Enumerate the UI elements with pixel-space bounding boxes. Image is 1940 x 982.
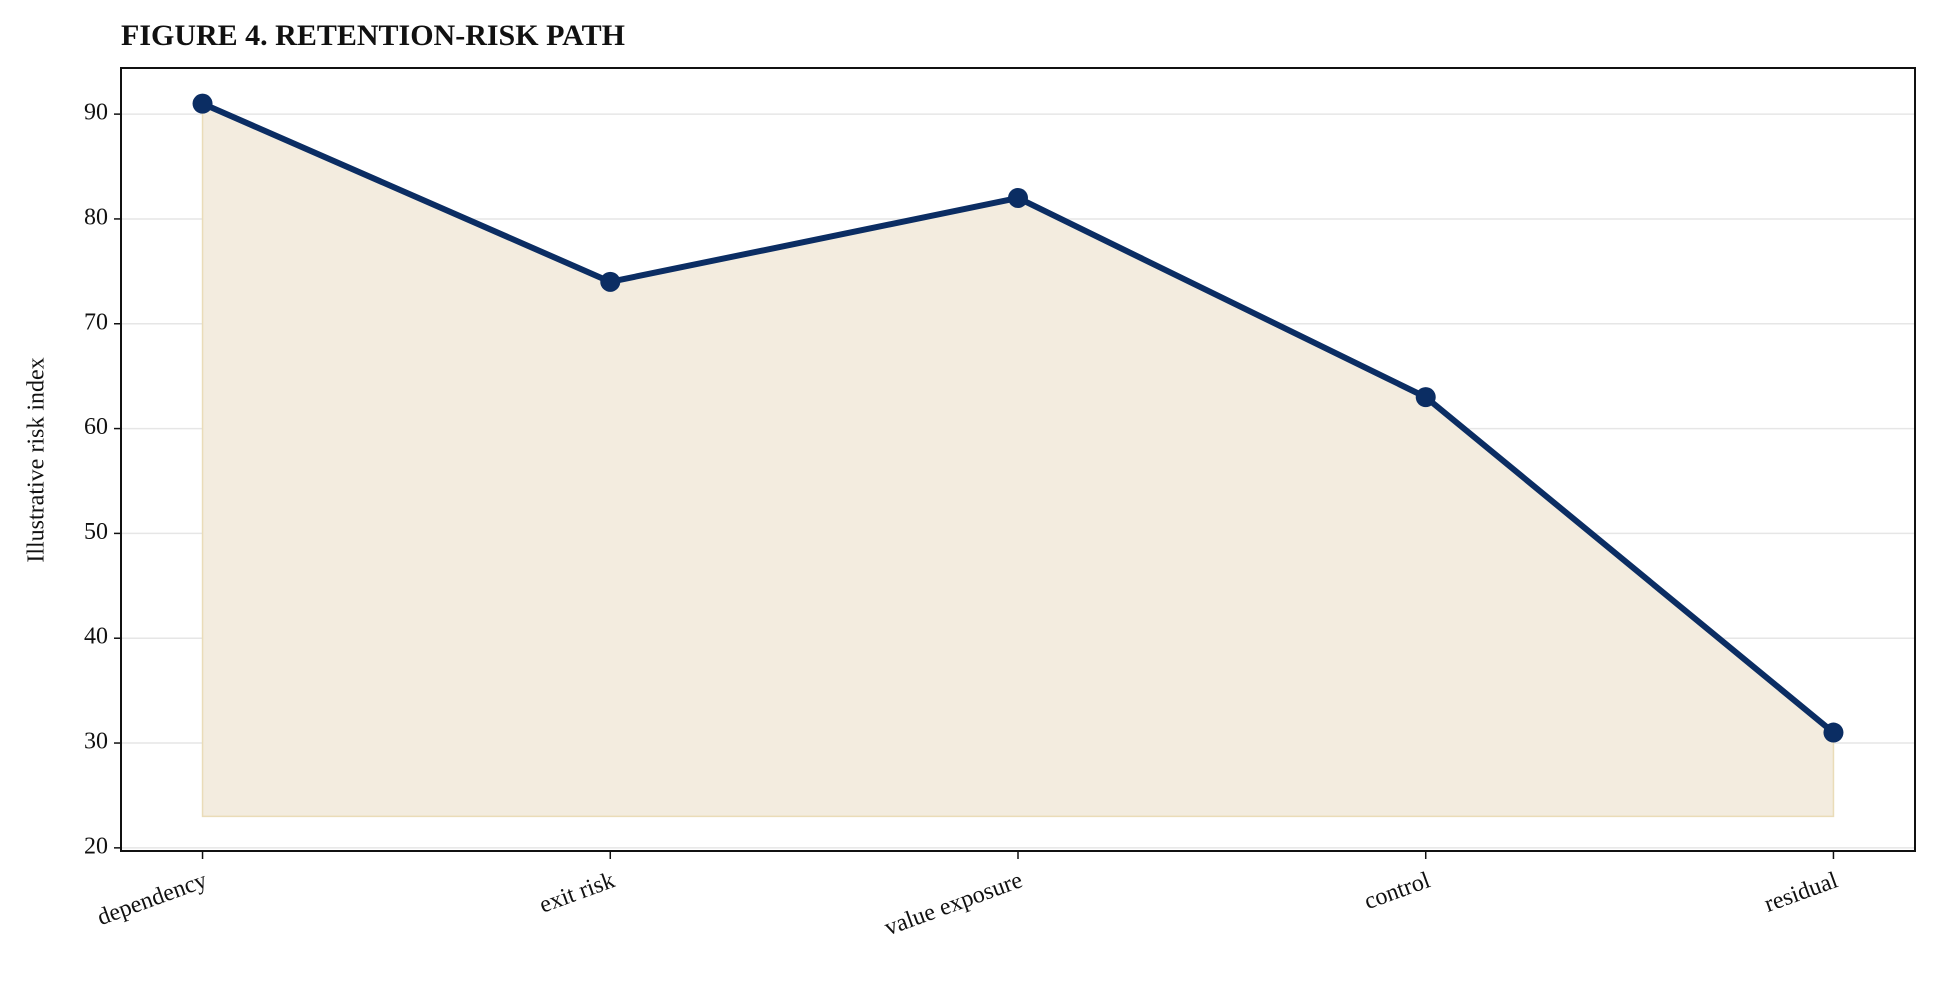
y-tick-label: 70 [84,309,108,335]
point [1008,187,1028,208]
y-tick-label: 50 [84,519,108,545]
x-tick-label: control [1361,867,1434,915]
y-tick-label: 30 [84,729,108,755]
point [192,93,213,114]
y-tick-label: 60 [84,414,108,440]
x-tick-label: dependency [94,867,211,931]
plot-frame [120,67,1916,852]
y-tick-label: 80 [84,204,108,230]
chart-title: FIGURE 4. RETENTION-RISK PATH [121,19,625,52]
x-tick-label: residual [1761,867,1842,918]
y-axis-label: Illustrative risk index [24,357,50,562]
y-tick-label: 40 [84,624,108,650]
y-tick-label: 20 [84,833,108,859]
point [1823,722,1844,743]
x-tick-label: value exposure [881,867,1026,941]
point [1415,387,1436,408]
x-tick-label: exit risk [536,867,618,918]
point [600,271,621,292]
y-tick-label: 90 [84,100,108,126]
